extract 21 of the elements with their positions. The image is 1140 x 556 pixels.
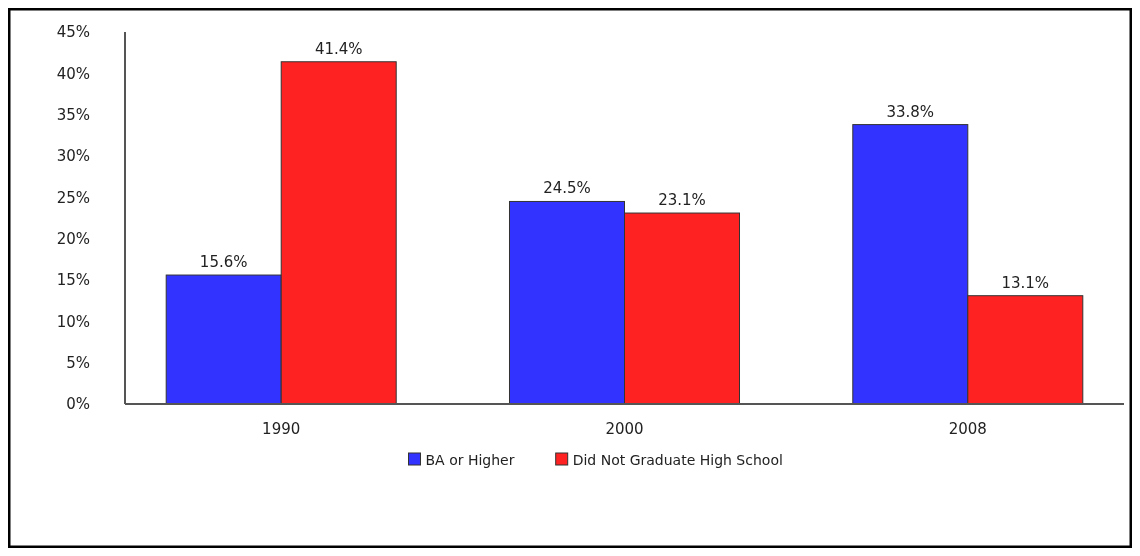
data-label: 13.1% <box>1001 273 1050 292</box>
data-label: 23.1% <box>658 191 706 210</box>
y-tick-label: 15% <box>56 271 90 290</box>
x-tick-label: 2008 <box>948 420 987 438</box>
legend-label: Did Not Graduate High School <box>572 451 783 468</box>
data-label: 41.4% <box>314 39 363 58</box>
y-tick-label: 20% <box>56 229 90 248</box>
data-label: 15.6% <box>199 253 248 272</box>
y-tick-label: 10% <box>56 312 90 331</box>
x-tick-label: 1990 <box>262 420 301 438</box>
data-label: 33.8% <box>886 102 935 121</box>
data-label: 24.5% <box>543 179 591 198</box>
y-tick-label: 45% <box>56 23 90 42</box>
y-tick-label: 0% <box>66 395 90 414</box>
x-tick-label: 2000 <box>605 420 644 438</box>
y-tick-label: 30% <box>56 147 90 166</box>
y-tick-label: 25% <box>56 188 90 207</box>
y-tick-label: 5% <box>66 353 90 372</box>
y-tick-label: 35% <box>56 105 90 124</box>
legend-label: BA or Higher <box>425 451 515 468</box>
y-tick-label: 40% <box>56 64 90 83</box>
